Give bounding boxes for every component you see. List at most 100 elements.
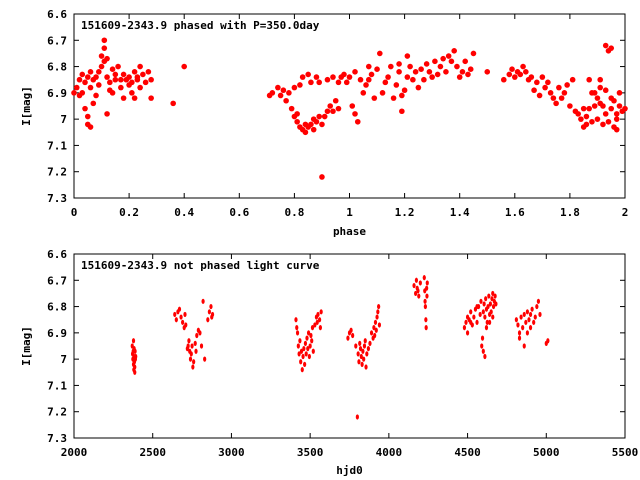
unphased-data-point [177, 306, 182, 312]
unphased-y-tick-label: 6.6 [47, 248, 67, 261]
unphased-data-point [358, 340, 362, 346]
unphased-data-point [303, 340, 308, 346]
phased-data-point [561, 90, 568, 96]
phased-data-point [87, 84, 94, 91]
unphased-x-tick-label: 5000 [533, 446, 560, 459]
phased-data-point [421, 76, 427, 83]
phased-data-point [517, 71, 524, 78]
phased-data-point [445, 53, 452, 59]
phased-y-tick-label: 6.9 [47, 87, 67, 100]
unphased-data-point [362, 356, 366, 362]
phased-data-point [608, 105, 615, 112]
unphased-data-point [533, 314, 537, 320]
phased-data-point [418, 66, 424, 72]
phased-data-point [129, 90, 135, 96]
phased-data-point [456, 74, 463, 80]
unphased-data-point [521, 325, 525, 331]
phased-data-point [107, 79, 113, 86]
phased-data-point [591, 90, 598, 96]
phased-data-point [377, 50, 383, 57]
phased-data-point [434, 71, 441, 78]
phased-data-point [95, 82, 102, 88]
unphased-data-point [425, 285, 429, 291]
unphased-data-point [481, 348, 485, 354]
phased-data-point [550, 95, 557, 101]
unphased-x-tick-label: 4500 [454, 446, 481, 459]
unphased-data-point [423, 303, 427, 310]
phased-data-point [396, 69, 402, 75]
unphased-data-point [306, 346, 310, 352]
unphased-data-point [538, 311, 542, 318]
phased-data-point [360, 90, 367, 96]
unphased-data-point [134, 353, 138, 360]
phased-data-point [181, 63, 187, 70]
unphased-data-point [375, 314, 379, 320]
phased-data-point [79, 90, 86, 96]
phased-data-point [275, 84, 281, 91]
phased-data-point [324, 76, 331, 83]
unphased-data-point [351, 332, 355, 339]
phased-data-point [467, 66, 474, 72]
unphased-data-point [307, 353, 311, 360]
phased-data-point [104, 55, 110, 62]
phased-data-point [142, 79, 149, 86]
phased-x-tick-label: 1.8 [560, 206, 580, 219]
unphased-data-point [298, 338, 302, 344]
unphased-data-point [132, 346, 136, 352]
phased-y-tick-label: 6.8 [47, 61, 67, 74]
unphased-y-tick-label: 7 [60, 353, 67, 366]
unphased-data-point [469, 319, 473, 325]
unphased-data-point [365, 351, 369, 357]
unphased-data-point [209, 303, 213, 310]
phased-data-point [352, 111, 358, 117]
unphased-data-point [475, 319, 479, 325]
phased-data-point [327, 103, 334, 109]
unphased-data-point [357, 359, 361, 365]
unphased-data-point [481, 309, 485, 315]
unphased-data-point [313, 322, 317, 328]
phased-data-point [319, 121, 325, 128]
phased-data-point [613, 116, 620, 122]
unphased-data-point [203, 356, 207, 362]
phased-x-tick-label: 1.4 [450, 206, 470, 219]
phased-data-point [308, 79, 314, 86]
phased-data-point [393, 82, 400, 88]
phased-data-point [137, 63, 143, 70]
phased-data-point [134, 74, 141, 80]
phased-data-point [567, 103, 573, 109]
unphased-data-point [373, 332, 377, 339]
unphased-data-point [514, 317, 518, 323]
unphased-data-point [483, 314, 487, 320]
phased-data-point [608, 95, 615, 101]
unphased-data-point [300, 367, 304, 373]
phased-data-point [308, 121, 314, 128]
phased-data-point [536, 92, 543, 99]
phased-x-tick-label: 0.4 [174, 206, 194, 219]
phased-data-point [294, 111, 300, 117]
phased-data-point [313, 74, 320, 80]
phased-data-point [382, 79, 389, 86]
phased-data-point [76, 76, 83, 83]
phased-y-tick-label: 7.2 [47, 166, 67, 179]
unphased-data-point [488, 301, 492, 307]
unphased-data-point [306, 330, 311, 336]
phased-data-point [399, 108, 405, 115]
phased-data-point [569, 76, 576, 83]
unphased-data-point [374, 327, 378, 333]
phased-data-point [140, 71, 146, 78]
phased-data-point [286, 90, 292, 96]
unphased-data-point [297, 351, 301, 357]
phased-y-tick-label: 7.3 [47, 192, 67, 205]
phased-data-point [426, 69, 433, 75]
unphased-data-point [480, 343, 484, 349]
unphased-data-point [310, 325, 315, 331]
unphased-data-point [480, 335, 485, 341]
unphased-data-point [296, 343, 300, 349]
phased-data-point [388, 63, 394, 70]
phased-data-point [291, 84, 298, 91]
unphased-data-point [462, 325, 467, 331]
unphased-data-point [414, 277, 419, 283]
phased-data-point [437, 63, 444, 70]
phased-data-point [429, 74, 435, 80]
phased-data-point [332, 97, 339, 104]
